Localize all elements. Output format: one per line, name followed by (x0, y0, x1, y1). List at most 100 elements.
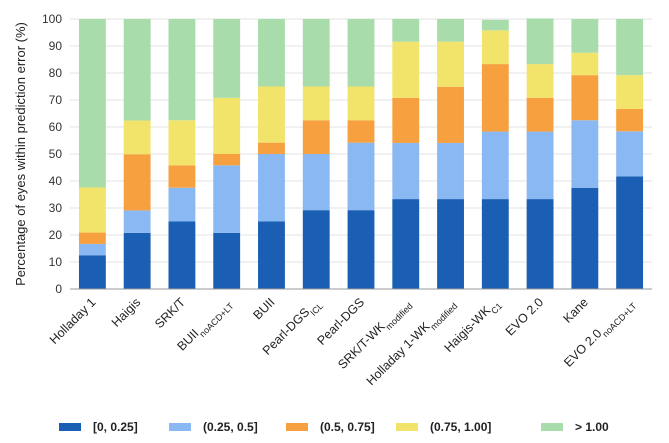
bar-segment (302, 19, 330, 87)
bar-segment (123, 19, 151, 121)
bar-segment (347, 120, 375, 143)
legend-item[interactable]: (0.75, 1.00] (396, 420, 491, 434)
y-tick-label: 100 (42, 12, 62, 26)
bar-segment (347, 19, 375, 87)
y-tick-label: 70 (49, 93, 63, 107)
bar-segment (168, 19, 196, 121)
x-tick-label-main: Kane (560, 295, 591, 326)
legend-swatch (541, 423, 563, 431)
x-tick-label: Haigis (109, 295, 143, 329)
bar-segment (481, 131, 509, 200)
bar-segment (123, 210, 151, 233)
bar-segment (526, 18, 554, 65)
x-tick-label: Kane (560, 295, 591, 326)
legend-swatch (286, 423, 308, 431)
bar-segment (481, 64, 509, 132)
bar-segment (347, 142, 375, 211)
bar-segment (392, 142, 420, 200)
x-tick-label-main: SRK/T (152, 295, 188, 331)
x-tick-label-main: Holladay 1 (47, 295, 99, 347)
y-tick-label: 80 (49, 66, 63, 80)
bar-segment (571, 120, 599, 188)
bar-segment (168, 187, 196, 222)
bar-segment (481, 30, 509, 65)
x-tick-label-subscript: modified (384, 301, 415, 332)
y-tick-label: 20 (49, 228, 63, 242)
x-tick-label-main: BUII (175, 326, 202, 353)
bar-segment (168, 165, 196, 188)
bar-segment (437, 19, 464, 42)
y-tick-label: 10 (49, 255, 63, 269)
bar-segment (213, 165, 241, 233)
legend[interactable]: [0, 0.25] (0.25, 0.5] (0.5, 0.75] (0.75, 1.… (59, 420, 609, 434)
x-tick-label-subscript: noACD+LT (600, 301, 639, 340)
y-axis-label: Percentage of eyes within prediction err… (13, 22, 28, 286)
bar-segment (616, 75, 644, 109)
bar-segment (123, 154, 151, 211)
y-tick-label: 0 (55, 282, 62, 296)
x-tick-label-subscript: modified (428, 301, 459, 332)
bar-segment (302, 86, 330, 121)
bar-segment (168, 221, 196, 289)
bar-segment (123, 120, 151, 155)
y-tick-labels: 0 10 20 30 40 50 60 70 80 90 100 (42, 12, 62, 296)
bar-segment (437, 199, 464, 289)
bar-segment (392, 199, 420, 289)
bar-segment (571, 52, 599, 76)
bar-segment (78, 255, 106, 289)
y-tick-label: 60 (49, 120, 63, 134)
bar-segment (616, 108, 644, 132)
bar-segment (258, 154, 285, 222)
legend-label: (0.5, 0.75] (320, 420, 375, 434)
legend-label: (0.25, 0.5] (203, 420, 258, 434)
bar-segment (78, 232, 106, 244)
bar-segment (347, 86, 375, 121)
bar-segment (437, 142, 464, 200)
bar-segment (258, 142, 285, 154)
legend-swatch (396, 423, 418, 431)
legend-item[interactable]: (0.25, 0.5] (169, 420, 258, 434)
legend-item[interactable]: [0, 0.25] (59, 420, 138, 434)
bar-segment (526, 97, 554, 132)
bar-segment (302, 154, 330, 211)
x-tick-label-main: BUII (250, 295, 277, 322)
legend-item[interactable]: > 1.00 (541, 420, 609, 434)
bar-segment (123, 232, 151, 289)
bar-segment (616, 176, 644, 289)
bar-segment (302, 210, 330, 289)
x-tick-label-main: EVO 2.0 (503, 295, 546, 338)
bar-segment (571, 19, 599, 53)
legend-label: (0.75, 1.00] (430, 420, 491, 434)
bar-segment (347, 210, 375, 289)
y-tick-label: 50 (49, 147, 63, 161)
bar-segment (526, 64, 554, 98)
legend-swatch (169, 423, 191, 431)
bar-segment (526, 131, 554, 200)
bar-segment (392, 19, 420, 42)
bar-segment (258, 221, 285, 289)
bar-segment (616, 131, 644, 177)
bar-segment (616, 19, 644, 76)
legend-item[interactable]: (0.5, 0.75] (286, 420, 375, 434)
x-tick-label: BUII (250, 295, 277, 322)
bar-segment (213, 19, 241, 98)
bar-segment (526, 199, 554, 289)
x-tick-label: SRK/T (152, 295, 188, 331)
x-tick-label: EVO 2.0 (503, 295, 546, 338)
legend-label: > 1.00 (575, 420, 609, 434)
bar-segment (571, 187, 599, 289)
bar-segment (571, 75, 599, 121)
bar-segment (78, 19, 106, 188)
bar-segment (302, 120, 330, 154)
bar-segment (258, 86, 285, 143)
y-tick-label: 40 (49, 174, 63, 188)
x-tick-label-subscript: noACD+LT (197, 301, 236, 340)
x-tick-label-main: EVO 2.0 (561, 326, 604, 369)
y-tick-label: 30 (49, 201, 63, 215)
bar-segment (437, 41, 464, 87)
y-tick-label: 90 (49, 39, 63, 53)
bar-segment (392, 41, 420, 98)
bar-segment (481, 199, 509, 289)
